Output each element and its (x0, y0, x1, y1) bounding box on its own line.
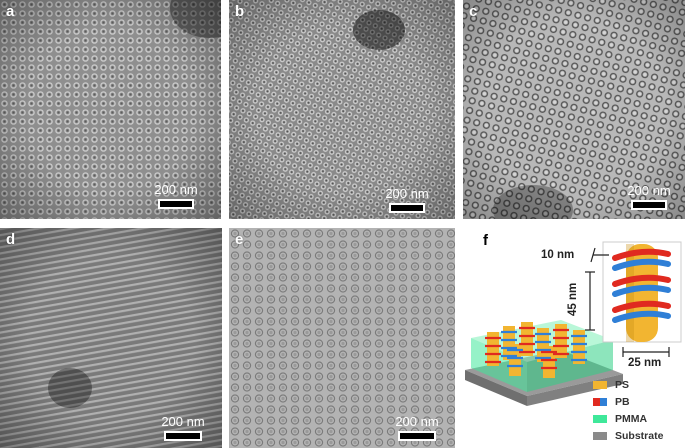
panel-label-b: b (235, 3, 245, 20)
panel-label-c: c (469, 3, 478, 20)
scale-bar-a: 200 nm (140, 182, 212, 209)
scale-bar-e: 200 nm (379, 414, 455, 441)
ps-swatch (593, 380, 607, 389)
scale-line-b (389, 203, 425, 213)
scale-bar-c: 200 nm (613, 183, 685, 210)
legend-item-substrate: Substrate (593, 427, 663, 444)
substrate-swatch (593, 431, 607, 440)
legend-item-pb: PB (593, 393, 663, 410)
legend: PS PB PMMA Substrate (593, 376, 663, 444)
tem-image-e (229, 228, 455, 448)
tem-image-a (0, 0, 221, 219)
cylinder-array (485, 322, 587, 378)
pmma-swatch (593, 414, 607, 423)
scale-text-c: 200 nm (627, 183, 671, 198)
legend-label-pmma: PMMA (615, 412, 648, 425)
legend-item-pmma: PMMA (593, 410, 663, 427)
panel-label-f: f (483, 232, 488, 249)
height-label: 45 nm (567, 282, 579, 316)
micrograph-panel-e: e 200 nm (229, 228, 455, 448)
scale-line-e (398, 431, 436, 441)
scale-line-a (158, 199, 194, 209)
legend-label-substrate: Substrate (615, 429, 664, 442)
panel-label-e: e (235, 231, 244, 248)
pitch-label: 10 nm (541, 249, 575, 261)
pb-swatch (593, 397, 607, 406)
scale-text-e: 200 nm (395, 414, 439, 429)
tem-image-c (463, 0, 685, 219)
tem-image-d (0, 228, 222, 448)
panel-label-a: a (6, 3, 15, 20)
schematic-panel-f: f (463, 228, 685, 448)
scale-text-a: 200 nm (154, 182, 198, 197)
legend-item-ps: PS (593, 376, 663, 393)
legend-label-ps: PS (615, 378, 630, 391)
scale-bar-d: 200 nm (145, 414, 221, 441)
tem-image-b (229, 0, 455, 219)
helix-schematic (465, 241, 682, 406)
micrograph-panel-c: c 200 nm (463, 0, 685, 219)
scale-text-d: 200 nm (161, 414, 205, 429)
scale-text-b: 200 nm (385, 186, 429, 201)
panel-label-d: d (6, 231, 16, 248)
micrograph-panel-b: b 200 nm (229, 0, 455, 219)
scale-line-d (164, 431, 202, 441)
legend-label-pb: PB (615, 395, 630, 408)
micrograph-panel-d: d 200 nm (0, 228, 222, 448)
helix-closeup (585, 241, 682, 357)
scale-bar-b: 200 nm (367, 186, 447, 213)
micrograph-panel-a: a 200 nm (0, 0, 221, 219)
width-label: 25 nm (628, 357, 662, 369)
scale-line-c (631, 200, 667, 210)
